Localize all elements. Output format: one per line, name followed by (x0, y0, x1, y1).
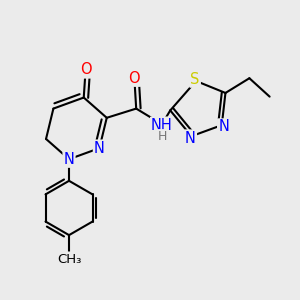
Text: H: H (158, 130, 168, 143)
Text: N: N (218, 119, 229, 134)
Text: CH₃: CH₃ (57, 253, 81, 266)
Text: N: N (64, 152, 74, 167)
Text: S: S (190, 72, 200, 87)
Text: O: O (128, 71, 140, 86)
Text: O: O (80, 62, 92, 77)
Text: N: N (185, 130, 196, 146)
Text: N: N (94, 141, 105, 156)
Text: NH: NH (151, 118, 173, 133)
